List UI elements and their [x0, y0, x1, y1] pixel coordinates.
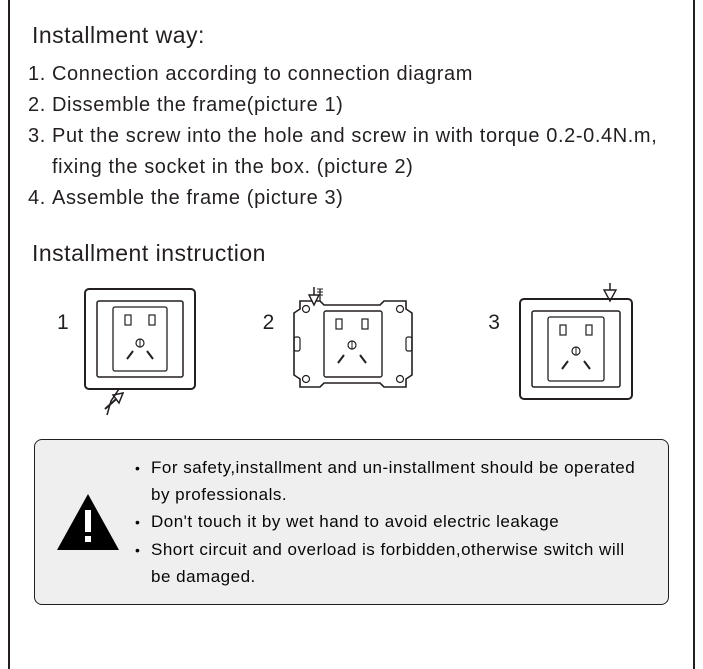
socket-diagram-2	[280, 281, 430, 421]
warning-triangle-icon	[55, 492, 121, 552]
warning-list: For safety,installment and un-installmen…	[135, 454, 648, 590]
page-frame: Installment way: 1. Connection according…	[8, 0, 695, 669]
socket-diagram-1	[75, 281, 205, 421]
step-item: 3. Put the screw into the hole and screw…	[28, 121, 675, 183]
step-number: 4.	[28, 183, 52, 214]
warning-item: Don't touch it by wet hand to avoid elec…	[135, 508, 648, 535]
diagram-cell-3: 3	[488, 281, 646, 421]
step-text: Assemble the frame (picture 3)	[52, 183, 675, 214]
bullet-icon	[135, 508, 151, 535]
warning-text: Don't touch it by wet hand to avoid elec…	[151, 508, 648, 535]
heading-installment-way: Installment way:	[32, 22, 675, 49]
warning-item: Short circuit and overload is forbidden,…	[135, 536, 648, 590]
warning-text: For safety,installment and un-installmen…	[151, 454, 648, 508]
installment-steps-list: 1. Connection according to connection di…	[28, 59, 675, 214]
step-item: 1. Connection according to connection di…	[28, 59, 675, 90]
step-text: Dissemble the frame(picture 1)	[52, 90, 675, 121]
step-number: 1.	[28, 59, 52, 90]
bullet-icon	[135, 536, 151, 590]
step-number: 3.	[28, 121, 52, 183]
warning-text: Short circuit and overload is forbidden,…	[151, 536, 648, 590]
warning-box: For safety,installment and un-installmen…	[34, 439, 669, 605]
diagram-row: 1	[28, 281, 675, 421]
heading-installment-instruction: Installment instruction	[32, 240, 675, 267]
step-number: 2.	[28, 90, 52, 121]
diagram-label: 3	[488, 311, 500, 335]
bullet-icon	[135, 454, 151, 508]
diagram-label: 1	[57, 311, 69, 335]
step-item: 2. Dissemble the frame(picture 1)	[28, 90, 675, 121]
diagram-cell-1: 1	[57, 281, 205, 421]
diagram-label: 2	[263, 311, 275, 335]
step-text: Put the screw into the hole and screw in…	[52, 121, 675, 183]
step-text: Connection according to connection diagr…	[52, 59, 675, 90]
step-item: 4. Assemble the frame (picture 3)	[28, 183, 675, 214]
diagram-cell-2: 2	[263, 281, 431, 421]
socket-diagram-3	[506, 281, 646, 421]
warning-item: For safety,installment and un-installmen…	[135, 454, 648, 508]
